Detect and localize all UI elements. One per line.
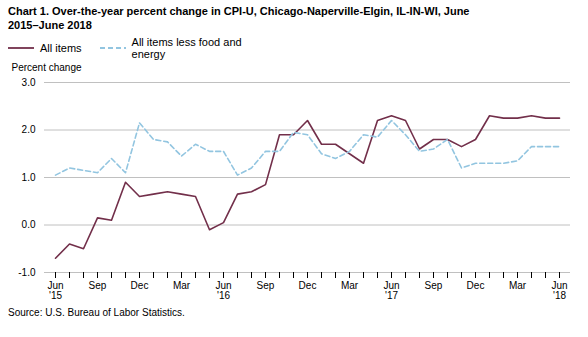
html-text:All items: All items xyxy=(40,42,82,54)
svg-text:-1.0: -1.0 xyxy=(18,267,36,278)
svg-text:Sep: Sep xyxy=(257,280,275,291)
html-text:Source: U.S. Bureau of Labor S: Source: U.S. Bureau of Labor Statistics. xyxy=(8,307,185,318)
svg-text:Dec: Dec xyxy=(299,280,317,291)
svg-text:Mar: Mar xyxy=(509,280,527,291)
svg-text:Sep: Sep xyxy=(89,280,107,291)
svg-text:3.0: 3.0 xyxy=(22,77,36,88)
svg-text:Jun'18: Jun'18 xyxy=(551,280,567,301)
svg-text:2.0: 2.0 xyxy=(22,124,36,135)
svg-text:Mar: Mar xyxy=(173,280,191,291)
html-text:Chart 1. Over-the-year percent: Chart 1. Over-the-year percent change in… xyxy=(8,5,470,31)
html-text:All items less food and energy: All items less food and energy xyxy=(131,36,242,60)
svg-text:Dec: Dec xyxy=(467,280,485,291)
svg-text:1.0: 1.0 xyxy=(22,172,36,183)
svg-text:Dec: Dec xyxy=(131,280,149,291)
svg-text:Sep: Sep xyxy=(425,280,443,291)
svg-text:0.0: 0.0 xyxy=(22,219,36,230)
svg-text:Jun'16: Jun'16 xyxy=(215,280,231,301)
svg-text:Jun'15: Jun'15 xyxy=(47,280,63,301)
svg-text:Jun'17: Jun'17 xyxy=(383,280,399,301)
svg-text:Percent change: Percent change xyxy=(12,62,82,73)
svg-text:Mar: Mar xyxy=(341,280,359,291)
